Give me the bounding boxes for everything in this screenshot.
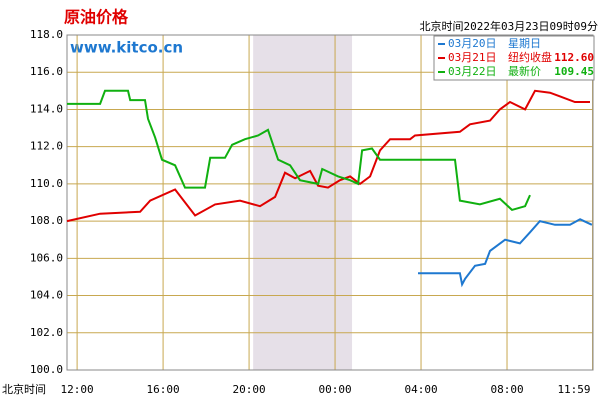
legend-note: 最新价 [508, 64, 541, 78]
y-tick-label: 106.0 [30, 251, 63, 264]
legend-box [433, 35, 595, 81]
legend-name: 03月20日 [448, 37, 497, 50]
timestamp: 北京时间2022年03月23日09时09分 [420, 19, 598, 33]
y-tick-label: 118.0 [30, 28, 63, 41]
y-tick-label: 112.0 [30, 140, 63, 153]
legend-note: 纽约收盘 [508, 50, 552, 64]
y-tick-label: 100.0 [30, 363, 63, 376]
legend-name: 03月22日 [448, 65, 497, 78]
chart-title: 原油价格 [64, 8, 129, 27]
series-line [66, 89, 590, 223]
x-tick-label: 12:00 [61, 383, 94, 396]
subtitle: www.kitco.cn [70, 39, 183, 57]
x-tick-label: 00:00 [318, 383, 351, 396]
y-tick-label: 116.0 [30, 65, 63, 78]
legend: 03月20日 星期日 03月21日 纽约收盘 112.60 03月22日 最新价 109.45 [433, 35, 595, 81]
y-tick-label: 102.0 [30, 326, 63, 339]
series-line [67, 89, 531, 212]
x-tick-label: 20:00 [233, 383, 266, 396]
x-tick-label: 08:00 [490, 383, 523, 396]
legend-quote: 109.45 [554, 65, 594, 78]
y-tick-label: 110.0 [30, 177, 63, 190]
y-tick-label: 104.0 [30, 289, 63, 302]
legend-quote: 112.60 [554, 51, 594, 64]
x-tick-label: 16:00 [147, 383, 180, 396]
series-line [418, 218, 593, 288]
y-tick-label: 108.0 [30, 214, 63, 227]
legend-name: 03月21日 [448, 51, 497, 64]
y-tick-label: 114.0 [30, 102, 63, 115]
legend-note: 星期日 [508, 37, 541, 50]
x-tick-label: 04:00 [404, 383, 437, 396]
x-tick-label: 11:59 [557, 383, 590, 396]
x-axis-label: 北京时间 [2, 382, 46, 396]
plot-border [66, 34, 594, 371]
highlight-band [253, 35, 353, 370]
